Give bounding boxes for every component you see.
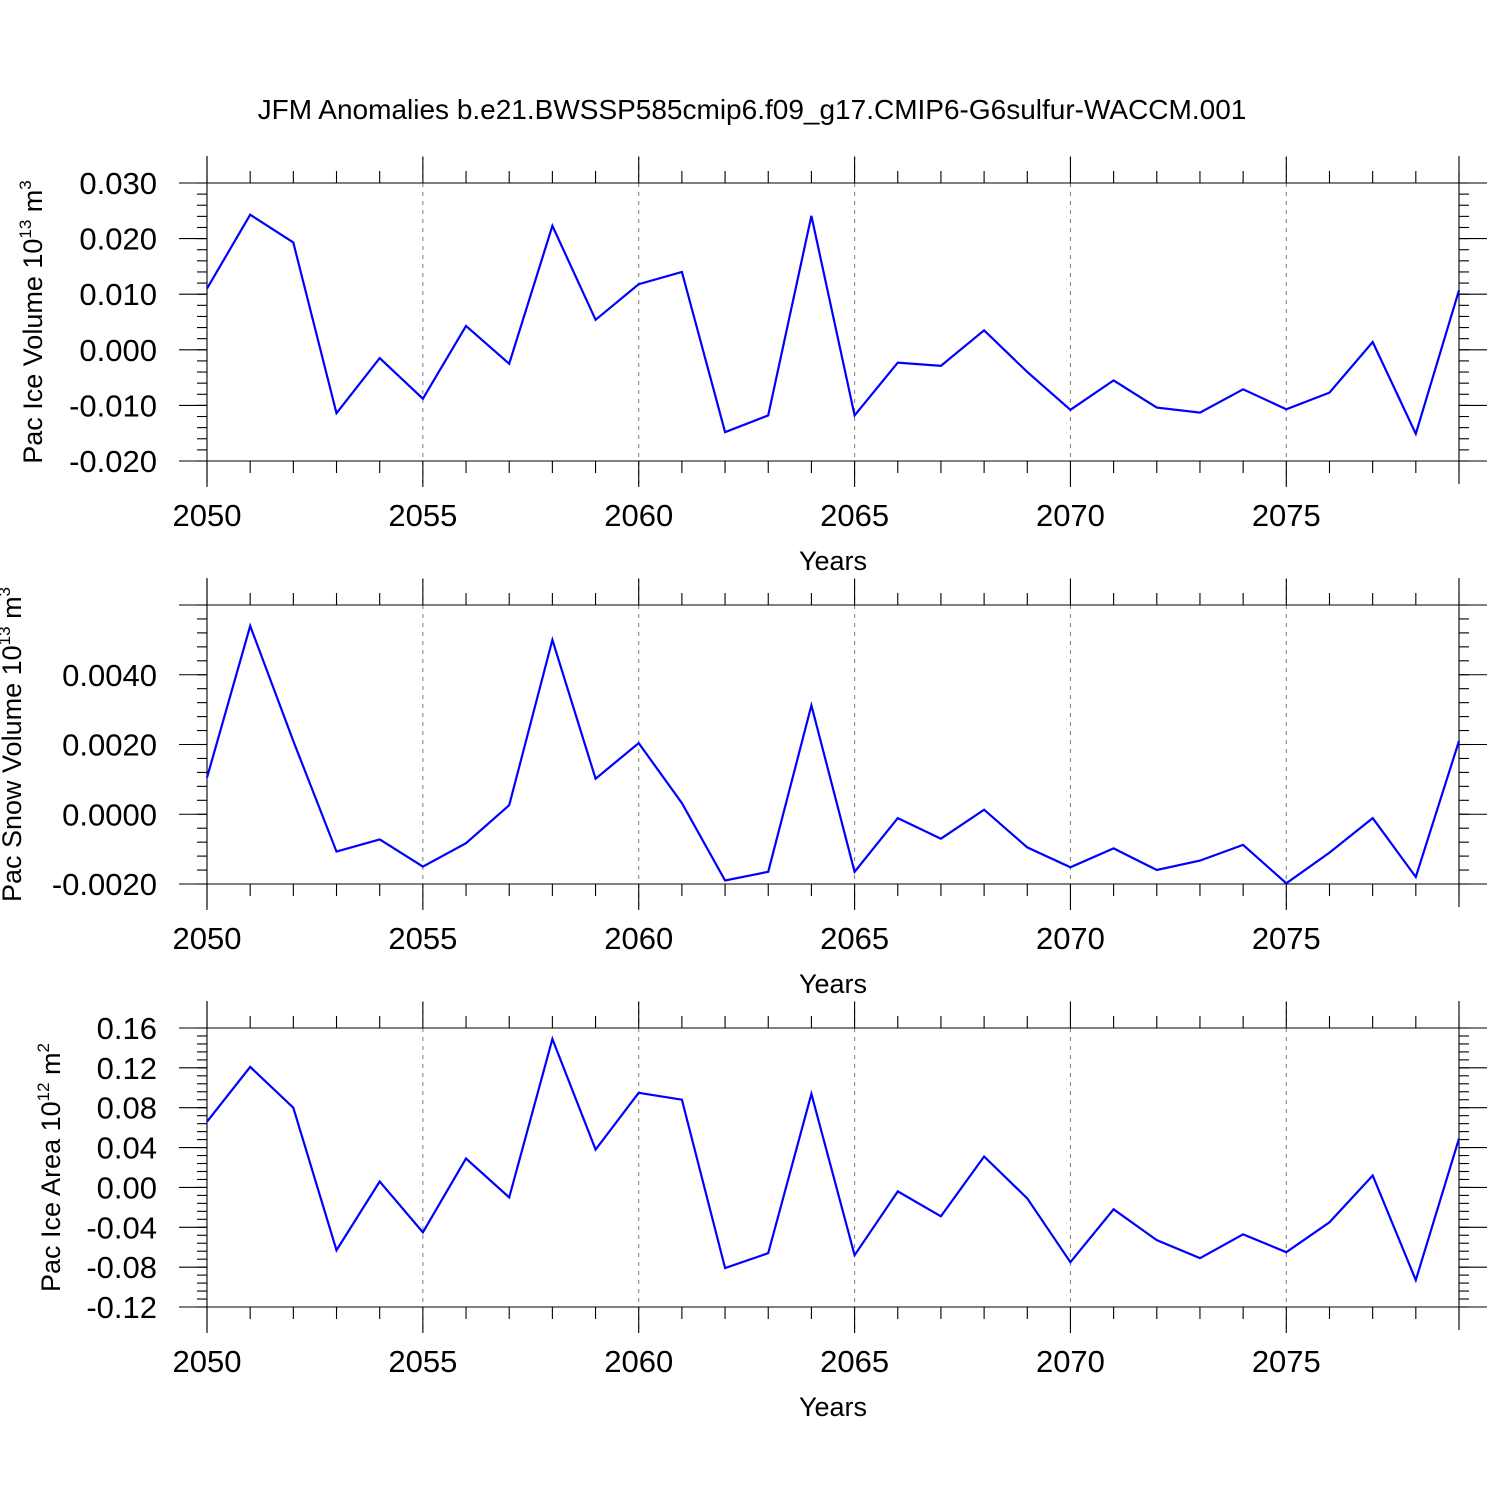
- snow-volume-y-tick-label: -0.0020: [52, 867, 157, 902]
- snow-volume-y-tick-label: 0.0000: [62, 797, 157, 832]
- ice-volume-y-tick-label: -0.020: [69, 444, 157, 479]
- ice-volume-y-tick-label: 0.010: [79, 277, 157, 312]
- ice-area-y-tick-label: 0.00: [97, 1170, 157, 1205]
- ice-area-y-tick-label: 0.04: [97, 1131, 157, 1166]
- ice-volume-x-tick-label: 2060: [604, 498, 673, 533]
- ice-area-x-tick-label: 2060: [604, 1344, 673, 1379]
- ice-area-x-tick-label: 2075: [1252, 1344, 1321, 1379]
- snow-volume-x-tick-label: 2060: [604, 921, 673, 956]
- snow-volume-y-axis-title: Pac Snow Volume 1013 m3: [0, 587, 27, 902]
- snow-volume-x-tick-label: 2070: [1036, 921, 1105, 956]
- ice-volume-x-tick-label: 2065: [820, 498, 889, 533]
- snow-volume-y-tick-label: 0.0020: [62, 728, 157, 763]
- snow-volume-x-tick-label: 2065: [820, 921, 889, 956]
- ice-area-x-axis-title: Years: [799, 1392, 867, 1422]
- ice-volume-y-tick-label: 0.030: [79, 166, 157, 201]
- snow-volume-x-tick-label: 2055: [388, 921, 457, 956]
- figure-title: JFM Anomalies b.e21.BWSSP585cmip6.f09_g1…: [258, 94, 1247, 125]
- ice-area-y-tick-label: 0.12: [97, 1051, 157, 1086]
- ice-volume-series-line: [206, 213, 1461, 437]
- ice-volume-x-tick-label: 2055: [388, 498, 457, 533]
- ice-area-y-tick-label: 0.16: [97, 1011, 157, 1046]
- snow-volume-x-tick-label: 2050: [173, 921, 242, 956]
- panel-ice-volume: -0.020 -0.010 0.000 0.010 0.020 0.030 2050 2055…: [16, 156, 1487, 576]
- ice-area-y-tick-label: 0.08: [97, 1091, 157, 1126]
- ice-volume-y-tick-label: 0.000: [79, 333, 157, 368]
- ice-area-y-tick-label: -0.04: [86, 1210, 157, 1245]
- panel-ice-area: -0.12 -0.08 -0.04 0.00 0.04 0.08 0.12 0.16 2050 2…: [34, 1001, 1487, 1422]
- snow-volume-y-tick-label: 0.0040: [62, 658, 157, 693]
- ice-area-x-tick-label: 2055: [388, 1344, 457, 1379]
- ice-area-x-tick-label: 2065: [820, 1344, 889, 1379]
- ice-area-y-axis-title: Pac Ice Area 1012 m2: [34, 1043, 66, 1292]
- snow-volume-x-axis-title: Years: [799, 969, 867, 999]
- ice-volume-y-tick-label: -0.010: [69, 388, 157, 423]
- ice-volume-x-tick-label: 2070: [1036, 498, 1105, 533]
- ice-volume-y-tick-label: 0.020: [79, 222, 157, 257]
- snow-volume-x-tick-label: 2075: [1252, 921, 1321, 956]
- snow-volume-series-line: [205, 622, 1461, 885]
- panel-snow-volume: -0.0020 0.0000 0.0020 0.0040 2050 2055 2060 206…: [0, 578, 1487, 999]
- ice-area-y-tick-label: -0.08: [86, 1250, 157, 1285]
- ice-volume-x-axis-title: Years: [799, 546, 867, 576]
- ice-area-x-tick-label: 2050: [173, 1344, 242, 1379]
- ice-volume-y-axis-title: Pac Ice Volume 1013 m3: [16, 180, 48, 464]
- ice-volume-x-tick-label: 2075: [1252, 498, 1321, 533]
- ice-volume-x-tick-label: 2050: [173, 498, 242, 533]
- ice-area-x-tick-label: 2070: [1036, 1344, 1105, 1379]
- ice-area-y-tick-label: -0.12: [86, 1290, 157, 1325]
- ice-area-series-line: [206, 1035, 1461, 1284]
